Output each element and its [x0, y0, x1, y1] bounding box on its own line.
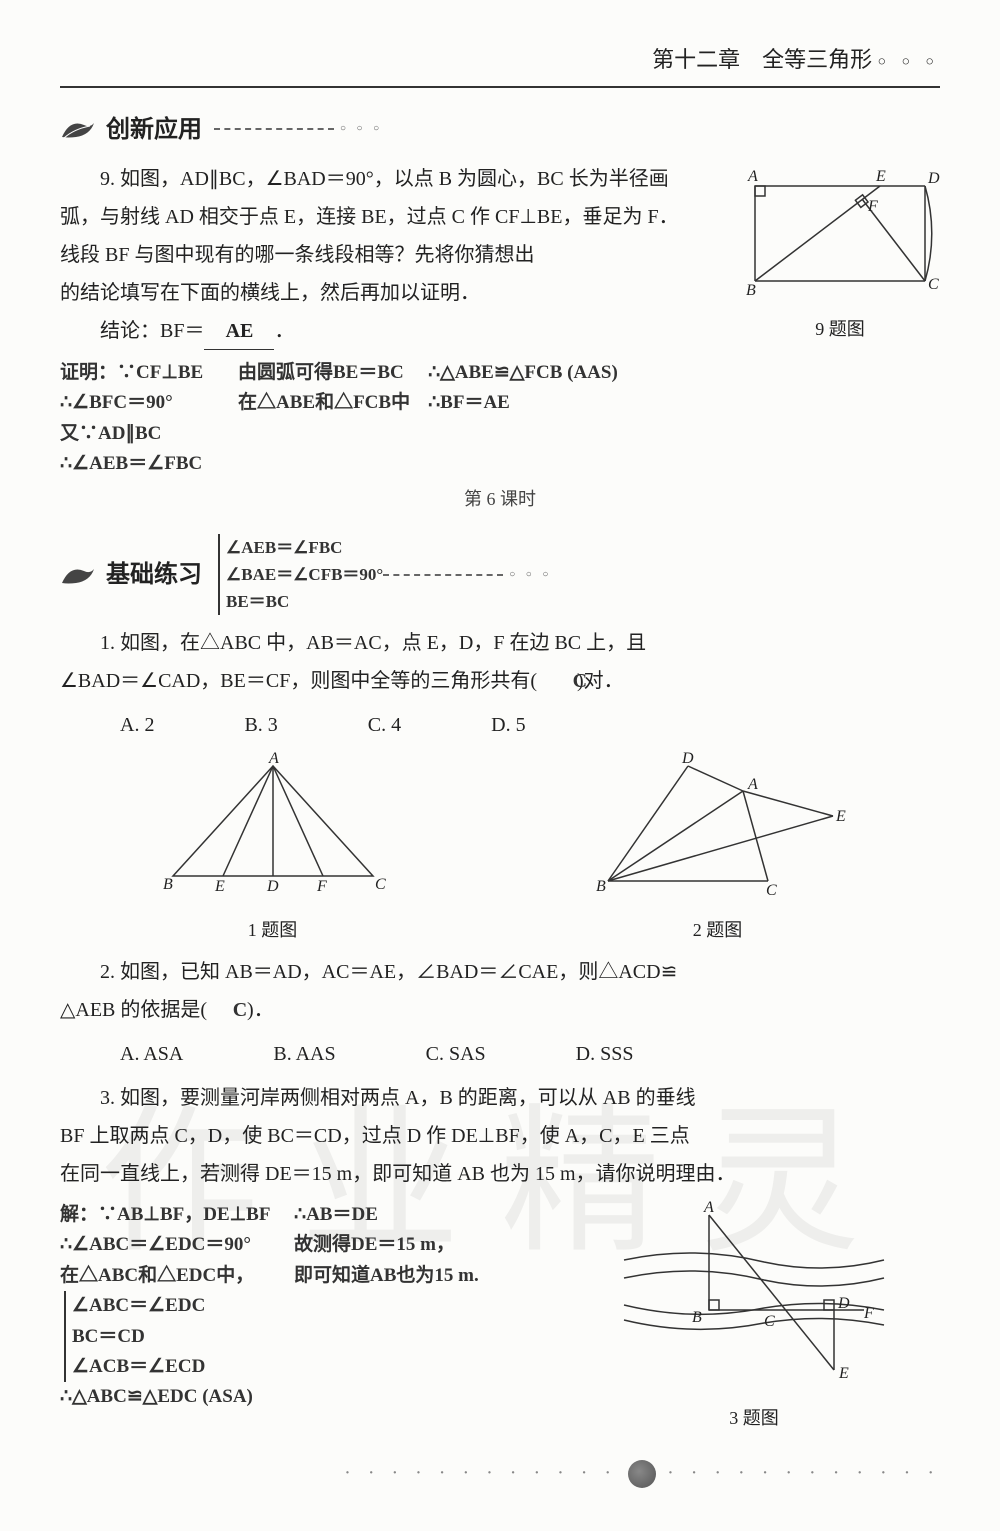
svg-text:D: D — [837, 1295, 850, 1312]
p9-l1: 如图，AD∥BC，∠BAD＝90°，以点 B 为圆心，BC 长为半径画 — [120, 168, 669, 190]
svg-text:E: E — [838, 1365, 849, 1382]
p1-t1: 如图，在△ABC 中，AB＝AC，点 E，D，F 在边 BC 上，且 — [120, 632, 646, 654]
section-innovative-header: 创新应用 ○ ○ ○ — [60, 108, 940, 151]
p1-l2: ∠BAD＝∠CAD，BE＝CF，则图中全等的三角形共有( )对． C — [60, 663, 940, 699]
p1-opt-c: C. 4 — [368, 707, 401, 743]
p2-svg: D A E B C — [578, 751, 858, 901]
chapter-header: 第十二章 全等三角形 ○ ○ ○ — [60, 40, 940, 88]
section-basic-header: 基础练习 ∠AEB＝∠FBC ∠BAE＝∠CFB＝90° BE＝BC ○ ○ ○ — [60, 534, 940, 616]
p2-opt-d: D. SSS — [576, 1036, 634, 1072]
fig9-label-C: C — [928, 276, 939, 293]
footer-dots-text2: · · · · · · · · · · · · — [667, 1462, 940, 1484]
p2-number: 2. — [100, 961, 115, 983]
fig1-caption: 1 题图 — [143, 914, 403, 946]
svg-text:B: B — [596, 878, 606, 895]
fig2-caption: 2 题图 — [578, 914, 858, 946]
p2-answer: C — [233, 999, 247, 1021]
svg-text:C: C — [764, 1313, 775, 1330]
problem-9-svg: A E D F B C — [740, 161, 940, 301]
p2-options: A. ASA B. AAS C. SAS D. SSS — [120, 1036, 940, 1072]
problem-2-figure: D A E B C 2 题图 — [578, 751, 858, 946]
svg-text:B: B — [163, 876, 173, 893]
p1-opt-d: D. 5 — [491, 707, 525, 743]
dash-line — [383, 574, 503, 576]
p9-number: 9. — [100, 168, 115, 190]
problem-1: 1. 如图，在△ABC 中，AB＝AC，点 E，D，F 在边 BC 上，且 ∠B… — [60, 625, 940, 699]
p1-l1: 1. 如图，在△ABC 中，AB＝AC，点 E，D，F 在边 BC 上，且 — [60, 625, 940, 661]
p3-proof-brace: ∠ABC＝∠EDC BC＝CD ∠ACB＝∠ECD — [64, 1291, 280, 1382]
p1-options: A. 2 B. 3 C. 4 D. 5 — [120, 707, 940, 743]
p1-p2-figures: A B E D F C 1 题图 — [60, 751, 940, 946]
p3-t1: 如图，要测量河岸两侧相对两点 A，B 的距离，可以从 AB 的垂线 — [120, 1087, 696, 1109]
svg-text:A: A — [268, 751, 279, 767]
section-basic-title: 基础练习 — [106, 553, 202, 596]
p9-proof-c3: ∴△ABE≌△FCB (AAS) ∴BF＝AE — [428, 358, 618, 480]
fig9-caption: 9 题图 — [740, 313, 940, 345]
problem-3-figure: A B C D F E 3 题图 — [568, 1200, 940, 1435]
svg-text:A: A — [747, 776, 758, 793]
p9-proof-c1: 证明：∵CF⊥BE ∴∠BFC＝90° 又∵AD∥BC ∴∠AEB＝∠FBC — [60, 358, 220, 480]
p3-proof-left: 解：∵AB⊥BF，DE⊥BF ∴∠ABC＝∠EDC＝90° 在△ABC和△EDC… — [60, 1200, 280, 1291]
p1-svg: A B E D F C — [143, 751, 403, 901]
fig9-label-B: B — [746, 282, 756, 299]
lesson-label: 第 6 课时 — [60, 483, 940, 515]
page-footer-dots: · · · · · · · · · · · · · · · · · · · · … — [60, 1455, 940, 1491]
svg-text:E: E — [835, 808, 846, 825]
p1-answer: C — [573, 670, 587, 692]
fig3-caption: 3 题图 — [568, 1402, 940, 1434]
p3-number: 3. — [100, 1087, 115, 1109]
problem-1-figure: A B E D F C 1 题图 — [143, 751, 403, 946]
fig9-label-D: D — [927, 170, 940, 187]
p1-t2: ∠BAD＝∠CAD，BE＝CF，则图中全等的三角形共有( )对． — [60, 670, 624, 692]
page-number-dot — [628, 1460, 656, 1488]
p1-opt-b: B. 3 — [244, 707, 277, 743]
section-innovative-title: 创新应用 — [106, 108, 202, 151]
fig9-label-A: A — [747, 168, 758, 185]
p2-opt-c: C. SAS — [426, 1036, 486, 1072]
dash-line — [214, 128, 334, 130]
p3-l1: 3. 如图，要测量河岸两侧相对两点 A，B 的距离，可以从 AB 的垂线 — [60, 1080, 940, 1116]
svg-text:A: A — [703, 1200, 714, 1216]
p9-proof-brace: ∠AEB＝∠FBC ∠BAE＝∠CFB＝90° BE＝BC — [218, 534, 383, 616]
p3-proof-left-wrap: 解：∵AB⊥BF，DE⊥BF ∴∠ABC＝∠EDC＝90° 在△ABC和△EDC… — [60, 1200, 280, 1413]
p9-proof-c2: 由圆弧可得BE＝BC 在△ABE和△FCB中 — [238, 358, 410, 480]
svg-text:D: D — [266, 878, 279, 895]
p3-l2: BF 上取两点 C，D，使 BC＝CD，过点 D 作 DE⊥BF，使 A，C，E… — [60, 1118, 940, 1154]
leaf-icon — [60, 561, 96, 589]
trail-circles: ○ ○ ○ — [509, 566, 552, 584]
p2-l2: △AEB 的依据是( )． C — [60, 992, 940, 1028]
p2-opt-b: B. AAS — [273, 1036, 335, 1072]
svg-text:C: C — [766, 882, 777, 899]
p2-opt-a: A. ASA — [120, 1036, 183, 1072]
chapter-title: 第十二章 全等三角形 — [652, 47, 872, 72]
p3-proof-last: ∴△ABC≌△EDC (ASA) — [60, 1382, 280, 1412]
p9-conc-answer: AE — [204, 313, 274, 350]
p9-proof: 证明：∵CF⊥BE ∴∠BFC＝90° 又∵AD∥BC ∴∠AEB＝∠FBC 由… — [60, 358, 940, 480]
svg-text:C: C — [375, 876, 386, 893]
chapter-circles: ○ ○ ○ — [878, 54, 940, 69]
p2-l1: 2. 如图，已知 AB＝AD，AC＝AE，∠BAD＝∠CAE，则△ACD≌ — [60, 954, 940, 990]
trail-circles: ○ ○ ○ — [340, 120, 383, 138]
p9-conc-label: 结论：BF＝ — [100, 320, 204, 342]
fig9-label-F: F — [867, 198, 878, 215]
p1-number: 1. — [100, 632, 115, 654]
svg-text:F: F — [316, 878, 327, 895]
problem-3: 3. 如图，要测量河岸两侧相对两点 A，B 的距离，可以从 AB 的垂线 BF … — [60, 1080, 940, 1192]
p2-t1: 如图，已知 AB＝AD，AC＝AE，∠BAD＝∠CAE，则△ACD≌ — [120, 961, 677, 983]
leaf-icon — [60, 115, 96, 143]
p1-opt-a: A. 2 — [120, 707, 154, 743]
svg-text:D: D — [681, 751, 694, 767]
page-content: 第十二章 全等三角形 ○ ○ ○ 创新应用 ○ ○ ○ — [60, 40, 940, 1491]
svg-text:B: B — [692, 1309, 702, 1326]
problem-9-figure: A E D F B C 9 题图 — [740, 161, 940, 346]
fig9-label-E: E — [875, 168, 886, 185]
svg-text:F: F — [863, 1305, 874, 1322]
p3-proof-mid: ∴AB＝DE 故测得DE＝15 m， 即可知道AB也为15 m. — [294, 1200, 554, 1291]
footer-dots-text: · · · · · · · · · · · · — [344, 1462, 617, 1484]
p3-l3: 在同一直线上，若测得 DE＝15 m，即可知道 AB 也为 15 m，请你说明理… — [60, 1156, 940, 1192]
p3-proof-row: 解：∵AB⊥BF，DE⊥BF ∴∠ABC＝∠EDC＝90° 在△ABC和△EDC… — [60, 1200, 940, 1435]
problem-2: 2. 如图，已知 AB＝AD，AC＝AE，∠BAD＝∠CAE，则△ACD≌ △A… — [60, 954, 940, 1028]
svg-text:E: E — [214, 878, 225, 895]
p3-svg: A B C D F E — [614, 1200, 894, 1390]
